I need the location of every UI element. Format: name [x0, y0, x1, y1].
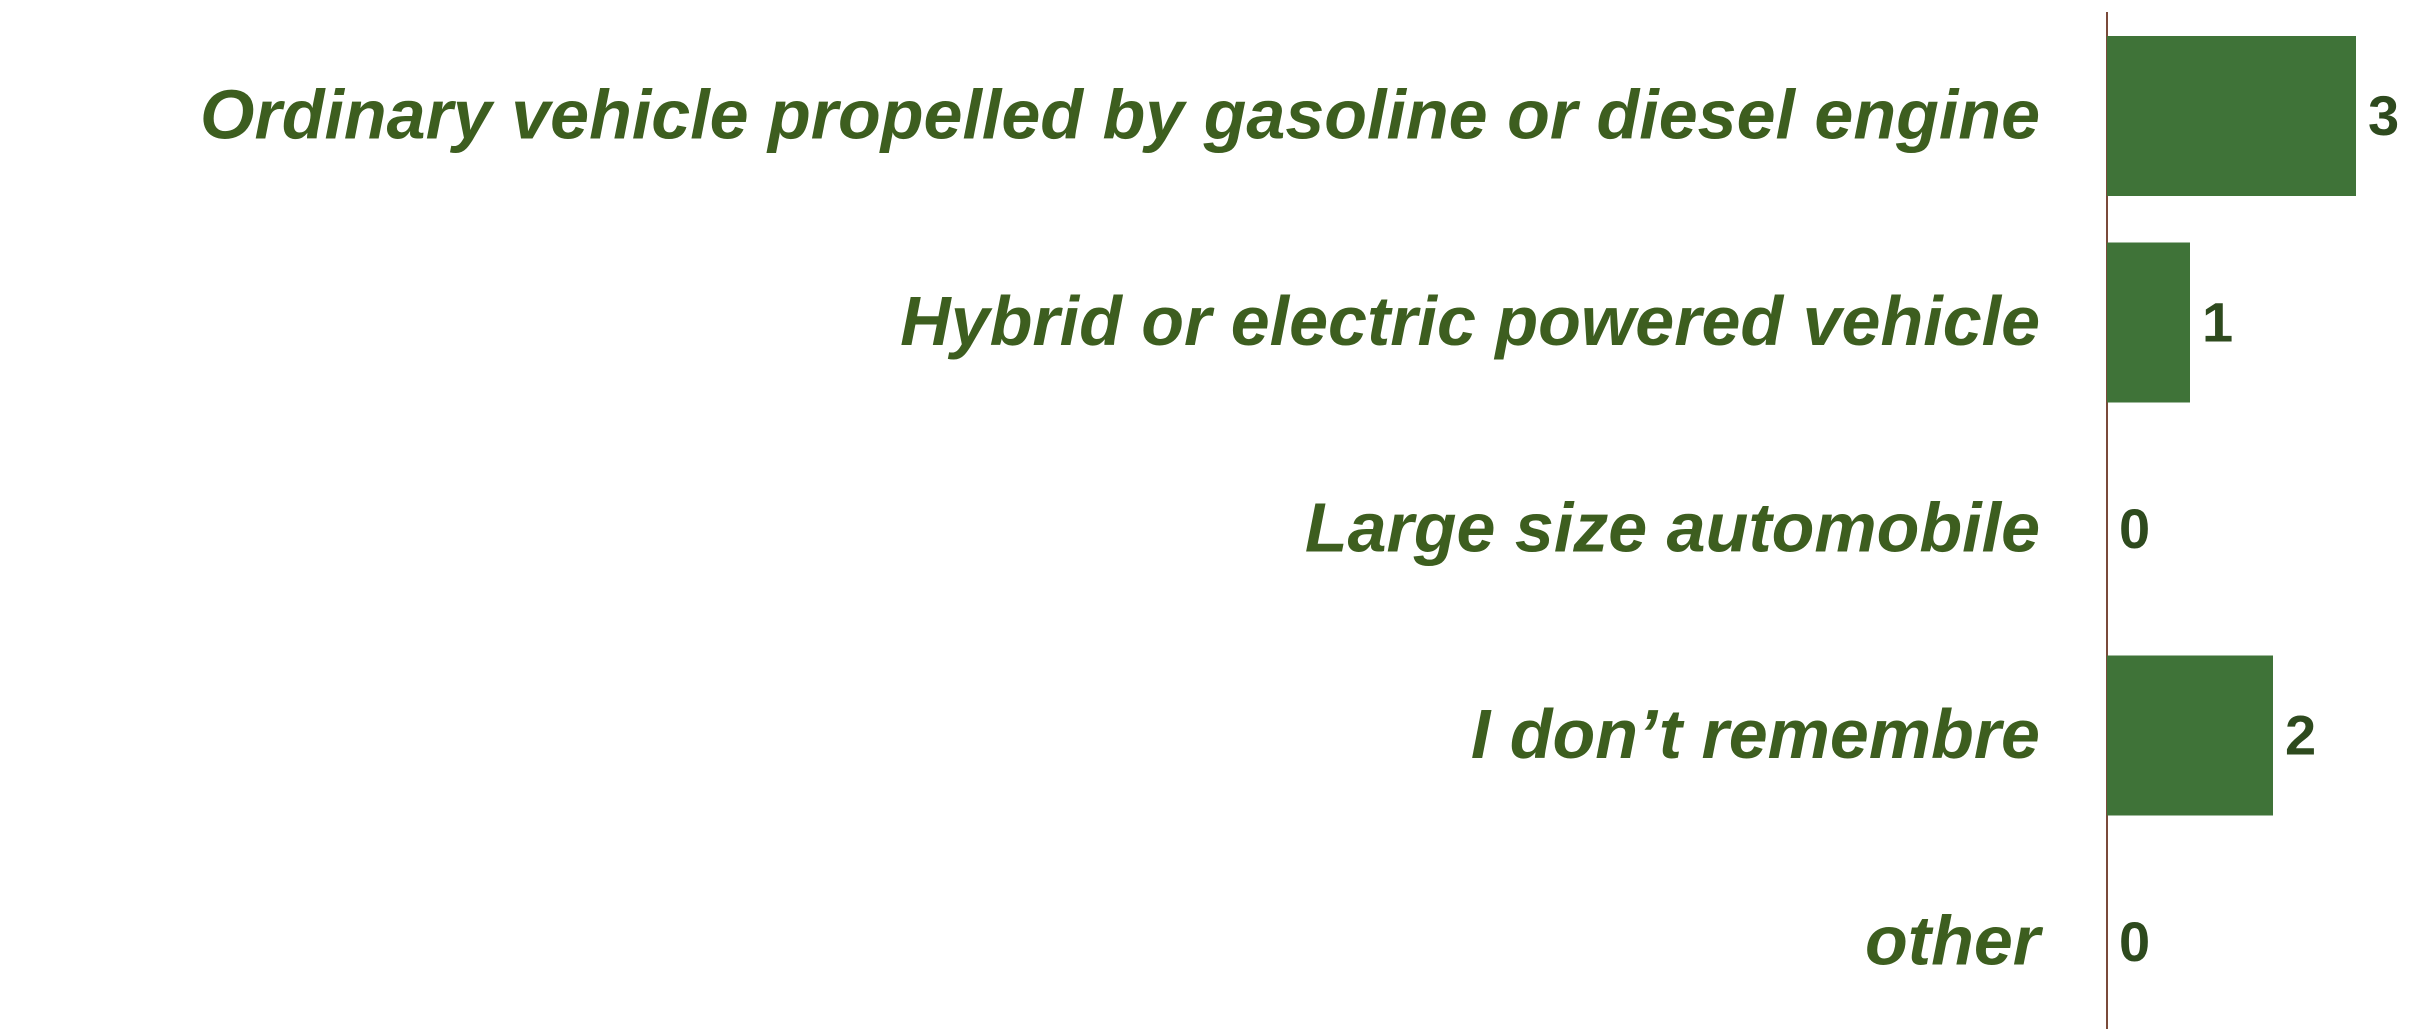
value-label: 2 [2285, 703, 2316, 766]
category-label: Hybrid or electric powered vehicle [900, 282, 2040, 360]
value-label: 3 [2368, 84, 2399, 147]
category-label: other [1865, 901, 2044, 979]
bar [2107, 655, 2273, 816]
category-label: I don’t remembre [1471, 695, 2040, 773]
value-label: 0 [2119, 910, 2150, 973]
value-label: 0 [2119, 497, 2150, 560]
category-label: Large size automobile [1305, 488, 2040, 566]
bar [2107, 242, 2190, 403]
value-label: 1 [2202, 290, 2233, 353]
bar [2107, 36, 2356, 196]
category-label: Ordinary vehicle propelled by gasoline o… [200, 75, 2040, 153]
